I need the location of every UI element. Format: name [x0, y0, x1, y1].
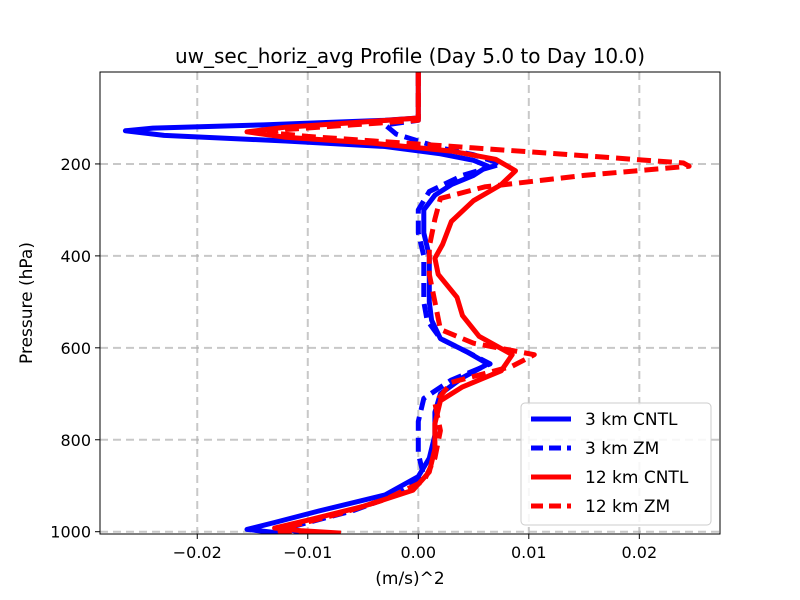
- legend-label-12km-zm: 12 km ZM: [585, 497, 670, 517]
- y-tick-label: 800: [60, 431, 91, 450]
- y-axis-title: Pressure (hPa): [17, 242, 37, 364]
- legend-label-3km-cntl: 3 km CNTL: [585, 410, 678, 430]
- x-axis-title: (m/s)^2: [375, 569, 444, 589]
- legend: 3 km CNTL 3 km ZM 12 km CNTL 12 km ZM: [520, 402, 712, 526]
- legend-label-3km-zm: 3 km ZM: [585, 439, 659, 459]
- y-tick-label: 400: [60, 247, 91, 266]
- x-tick-label: −0.02: [173, 543, 222, 562]
- x-tick-label: 0.01: [511, 543, 547, 562]
- x-tick-label: 0.00: [400, 543, 436, 562]
- axis-ticks: −0.02 −0.01 0.00 0.01 0.02 200 400 600 800 1000: [50, 155, 657, 562]
- x-tick-label: −0.01: [283, 543, 332, 562]
- legend-box: [520, 402, 712, 526]
- chart-title: uw_sec_horiz_avg Profile (Day 5.0 to Day…: [175, 44, 645, 68]
- legend-label-12km-cntl: 12 km CNTL: [585, 468, 689, 488]
- data-series: [122, 72, 692, 534]
- plot-frame: [99, 71, 721, 535]
- y-tick-label: 600: [60, 339, 91, 358]
- y-tick-label: 200: [60, 155, 91, 174]
- series-line-3-km-cntl: [122, 72, 491, 534]
- series-line-3-km-zm: [283, 72, 504, 534]
- series-line-12-km-zm: [266, 72, 692, 534]
- x-tick-label: 0.02: [622, 543, 658, 562]
- y-tick-label: 1000: [50, 523, 91, 542]
